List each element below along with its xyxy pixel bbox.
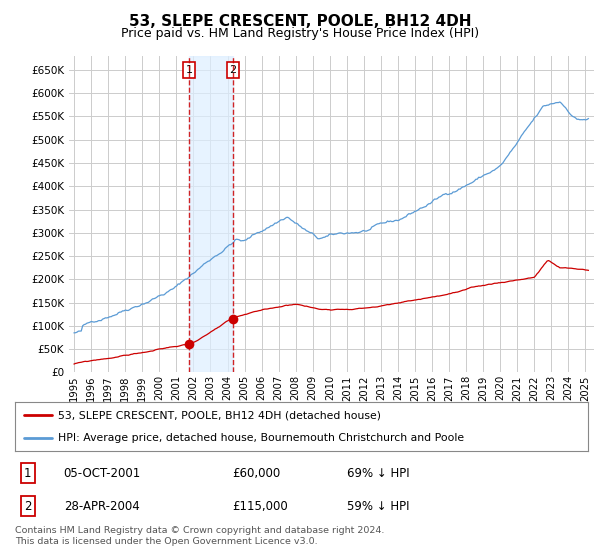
Text: £115,000: £115,000 [233,500,289,512]
Bar [189,56,233,372]
Text: 2: 2 [24,500,31,512]
Text: 53, SLEPE CRESCENT, POOLE, BH12 4DH (detached house): 53, SLEPE CRESCENT, POOLE, BH12 4DH (det… [58,410,381,421]
Text: 28-APR-2004: 28-APR-2004 [64,500,139,512]
Text: Price paid vs. HM Land Registry's House Price Index (HPI): Price paid vs. HM Land Registry's House … [121,27,479,40]
Text: 1: 1 [185,65,193,75]
Text: Contains HM Land Registry data © Crown copyright and database right 2024.
This d: Contains HM Land Registry data © Crown c… [15,526,385,546]
Text: £60,000: £60,000 [233,466,281,480]
Text: 59% ↓ HPI: 59% ↓ HPI [347,500,410,512]
Text: 69% ↓ HPI: 69% ↓ HPI [347,466,410,480]
Text: HPI: Average price, detached house, Bournemouth Christchurch and Poole: HPI: Average price, detached house, Bour… [58,433,464,444]
Text: 05-OCT-2001: 05-OCT-2001 [64,466,141,480]
Text: 1: 1 [24,466,31,480]
Text: 2: 2 [230,65,237,75]
Text: 53, SLEPE CRESCENT, POOLE, BH12 4DH: 53, SLEPE CRESCENT, POOLE, BH12 4DH [129,14,471,29]
